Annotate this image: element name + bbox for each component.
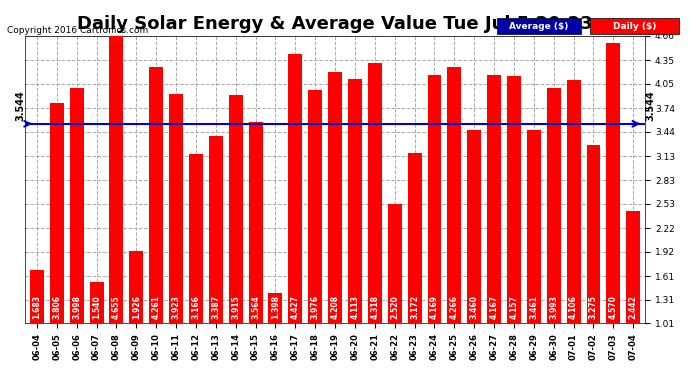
Bar xyxy=(586,145,600,375)
Text: 3.387: 3.387 xyxy=(211,295,220,320)
Text: 2.520: 2.520 xyxy=(391,296,400,320)
Title: Daily Solar Energy & Average Value Tue Jul 5 20:23: Daily Solar Energy & Average Value Tue J… xyxy=(77,15,593,33)
Text: 3.544: 3.544 xyxy=(15,91,25,122)
Bar xyxy=(388,204,402,375)
Text: 4.261: 4.261 xyxy=(152,296,161,320)
Text: Daily ($): Daily ($) xyxy=(613,22,656,31)
Text: 3.923: 3.923 xyxy=(172,296,181,320)
Bar xyxy=(50,103,63,375)
Bar xyxy=(229,94,243,375)
Text: 3.976: 3.976 xyxy=(310,296,319,320)
Bar xyxy=(467,130,481,375)
Text: 3.564: 3.564 xyxy=(251,296,260,320)
Text: 3.172: 3.172 xyxy=(410,296,419,320)
Text: 3.460: 3.460 xyxy=(470,296,479,320)
Text: 1.683: 1.683 xyxy=(32,296,41,320)
Bar xyxy=(268,293,282,375)
Text: 3.544: 3.544 xyxy=(645,91,655,122)
Text: 4.167: 4.167 xyxy=(490,296,499,320)
Text: 1.540: 1.540 xyxy=(92,296,101,320)
Text: 1.926: 1.926 xyxy=(132,296,141,320)
FancyBboxPatch shape xyxy=(497,18,581,34)
Bar xyxy=(30,270,44,375)
Text: 3.998: 3.998 xyxy=(72,296,81,320)
Text: 3.806: 3.806 xyxy=(52,296,61,320)
Bar xyxy=(288,54,302,375)
Bar xyxy=(408,153,422,375)
Text: 4.655: 4.655 xyxy=(112,296,121,320)
Text: 3.915: 3.915 xyxy=(231,296,240,320)
Text: 2.442: 2.442 xyxy=(629,296,638,320)
Text: 4.570: 4.570 xyxy=(609,296,618,320)
Bar xyxy=(566,80,580,375)
Bar xyxy=(507,75,521,375)
Bar xyxy=(248,122,262,375)
Bar xyxy=(149,68,163,375)
Bar xyxy=(527,130,541,375)
Bar xyxy=(129,251,144,375)
Bar xyxy=(487,75,501,375)
Bar xyxy=(209,136,223,375)
Bar xyxy=(308,90,322,375)
Bar xyxy=(607,43,620,375)
Bar xyxy=(447,67,462,375)
Bar xyxy=(428,75,442,375)
Text: 4.106: 4.106 xyxy=(569,296,578,320)
Bar xyxy=(328,72,342,375)
Text: 3.166: 3.166 xyxy=(191,296,200,320)
Text: 4.113: 4.113 xyxy=(351,296,359,320)
Text: Copyright 2016 Cartronics.com: Copyright 2016 Cartronics.com xyxy=(7,26,148,35)
Text: 4.157: 4.157 xyxy=(509,296,518,320)
Bar xyxy=(110,36,124,375)
Text: 3.275: 3.275 xyxy=(589,296,598,320)
Text: Average ($): Average ($) xyxy=(509,22,569,31)
Text: 1.398: 1.398 xyxy=(271,296,280,320)
Text: 4.266: 4.266 xyxy=(450,296,459,320)
Text: 4.427: 4.427 xyxy=(290,296,300,320)
Bar xyxy=(169,94,183,375)
Bar xyxy=(368,63,382,375)
Bar xyxy=(627,210,640,375)
Text: 3.461: 3.461 xyxy=(529,296,538,320)
Text: 3.993: 3.993 xyxy=(549,296,558,320)
FancyBboxPatch shape xyxy=(590,18,680,34)
Text: 4.318: 4.318 xyxy=(371,296,380,320)
Bar xyxy=(90,282,104,375)
Bar xyxy=(189,153,203,375)
Bar xyxy=(348,79,362,375)
Text: 4.208: 4.208 xyxy=(331,296,339,320)
Text: 4.169: 4.169 xyxy=(430,296,439,320)
Bar xyxy=(70,88,83,375)
Bar xyxy=(546,88,561,375)
